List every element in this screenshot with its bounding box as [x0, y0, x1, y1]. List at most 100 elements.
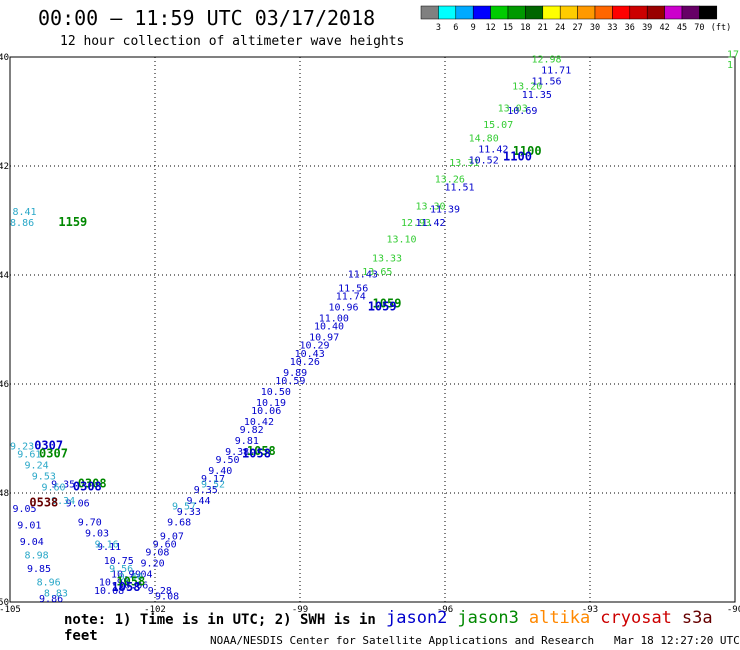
data-point-label: 9.86 [39, 594, 63, 605]
satellite-legend-altika: altika [528, 608, 591, 628]
data-point-label: 9.17 [201, 474, 225, 485]
data-point-label: 13.03 [498, 104, 528, 115]
y-tick-label: -42 [0, 162, 9, 172]
edge-label: 17 [727, 49, 739, 60]
edge-label: 1 [727, 60, 733, 71]
data-point-label: 9.01 [17, 520, 41, 531]
data-point-label: 9.35 [194, 485, 218, 496]
time-label: 0538 [29, 496, 58, 510]
data-point-label: 9.52 [201, 480, 225, 491]
satellite-legend-cryosat: cryosat [600, 608, 672, 628]
colorbar-swatch [455, 5, 474, 20]
time-label: 1058 [116, 575, 145, 589]
colorbar-tick-label: 30 [590, 23, 600, 33]
data-point-label: 10.75 [104, 556, 134, 567]
data-point-label: 10.08 [94, 586, 124, 597]
colorbar-tick-label: 3 [436, 23, 441, 33]
colorbar-tick-label: 33 [607, 23, 617, 33]
x-tick-label: -90 [727, 605, 740, 615]
data-point-label: 9.05 [12, 504, 36, 515]
y-tick-label: -46 [0, 380, 9, 390]
colorbar-swatch [612, 5, 631, 20]
x-tick-label: -102 [144, 605, 166, 615]
data-point-label: 10.95 [99, 578, 129, 589]
data-point-label: 11.35 [522, 90, 552, 101]
data-point-label: 10.97 [309, 332, 339, 343]
data-point-label: 10.50 [261, 387, 291, 398]
data-point-label: 10.69 [507, 106, 537, 117]
data-point-label: 11.00 [319, 313, 349, 324]
data-point-label: 10.96 [328, 302, 358, 313]
data-point-label: 9.60 [41, 482, 65, 493]
data-point-label: 9.08 [155, 591, 179, 602]
time-label: 1058 [247, 444, 276, 458]
satellite-legend-jason2: jason2 [386, 608, 448, 628]
data-point-label: 9.35 [51, 480, 75, 491]
y-tick-label: -50 [0, 598, 9, 608]
data-point-label: 11.71 [541, 65, 571, 76]
data-point-label: 9.70 [78, 518, 102, 529]
data-point-label: 13.10 [386, 234, 416, 245]
time-label: 1058 [112, 580, 141, 594]
data-point-label: 13.65 [362, 267, 392, 278]
time-label: 1100 [513, 144, 542, 158]
x-tick-label: -96 [437, 605, 453, 615]
data-point-label: 11.42 [478, 144, 508, 155]
colorbar-swatch [472, 5, 491, 20]
colorbar-swatch [681, 5, 700, 20]
data-point-label: 8.96 [37, 578, 61, 589]
data-point-label: 9.06 [66, 499, 90, 510]
data-point-label: 9.81 [235, 436, 259, 447]
data-point-label: 10.06 [251, 406, 281, 417]
time-label: 0307 [34, 438, 63, 452]
data-point-label: 10.52 [469, 155, 499, 166]
data-point-label: 9.11 [97, 542, 121, 553]
time-label: 1159 [58, 215, 87, 229]
colorbar-tick-label: 12 [485, 23, 495, 33]
data-point-label: 9.04 [128, 569, 152, 580]
colorbar-swatch [577, 5, 596, 20]
data-point-label: 11.39 [430, 204, 460, 215]
colorbar-tick-label: 21 [538, 23, 548, 33]
time-label: 1058 [242, 447, 271, 461]
colorbar-swatch [646, 5, 665, 20]
data-point-label: 10.43 [295, 349, 325, 360]
data-point-label: 10.06 [118, 580, 148, 591]
colorbar-swatch [420, 5, 439, 20]
data-point-label: 12.93 [401, 218, 431, 229]
data-point-label: 9.38 [225, 447, 249, 458]
data-point-label: 13.26 [435, 174, 465, 185]
colorbar-tick-label: 15 [503, 23, 513, 33]
data-point-label: 9.82 [240, 425, 264, 436]
data-point-label: 9.60 [153, 540, 177, 551]
footer-credit: NOAA/NESDIS Center for Satellite Applica… [210, 634, 740, 647]
data-point-label: 11.74 [336, 292, 366, 303]
data-point-label: 11.43 [348, 270, 378, 281]
colorbar-tick-label: 27 [572, 23, 582, 33]
colorbar-tick-label: 39 [642, 23, 652, 33]
data-point-label: 10.42 [244, 417, 274, 428]
data-point-label: 11.51 [444, 183, 474, 194]
data-point-label: 8.83 [44, 589, 68, 600]
x-tick-label: -105 [0, 605, 21, 615]
page-title: 00:00 – 11:59 UTC 03/17/2018 [38, 6, 376, 30]
colorbar-tick-label: 6 [453, 23, 458, 33]
data-point-label: 9.16 [95, 540, 119, 551]
y-tick-label: -44 [0, 271, 9, 281]
data-point-label: 9.08 [145, 548, 169, 559]
data-point-label: 9.85 [27, 564, 51, 575]
data-point-label: 8.41 [12, 207, 36, 218]
data-point-label: 14.80 [469, 133, 499, 144]
data-point-label: 12.98 [531, 54, 561, 65]
data-point-label: 9.50 [215, 455, 239, 466]
data-point-label: 13.33 [372, 253, 402, 264]
colorbar-swatch [559, 5, 578, 20]
data-point-label: 9.04 [20, 537, 44, 548]
data-point-label: 11.56 [338, 283, 368, 294]
y-tick-label: -48 [0, 489, 9, 499]
data-point-label: 10.59 [275, 376, 305, 387]
data-point-label: 15.07 [483, 120, 513, 131]
colorbar-swatch [525, 5, 544, 20]
data-point-label: 9.56 [109, 564, 133, 575]
data-point-label: 8.86 [10, 218, 34, 229]
